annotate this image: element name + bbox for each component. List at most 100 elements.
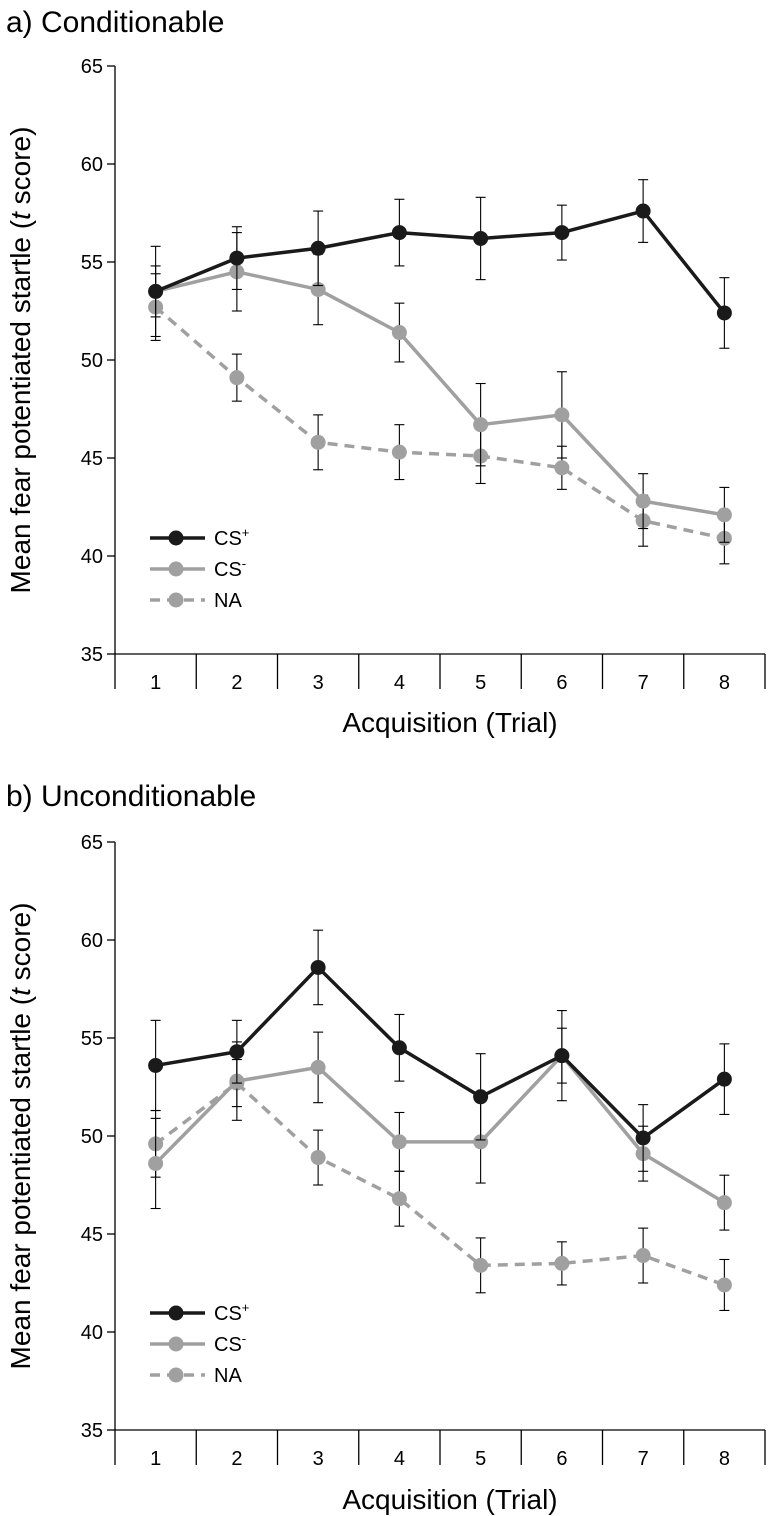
legend-marker <box>168 592 184 608</box>
data-point <box>635 493 651 509</box>
x-tick-label: 3 <box>313 1448 324 1470</box>
data-point <box>635 1130 651 1146</box>
series-line <box>154 1081 725 1287</box>
y-tick-label: 65 <box>81 832 103 854</box>
data-point <box>310 1059 326 1075</box>
series-line <box>155 270 725 517</box>
series-cs-minus <box>148 1010 732 1231</box>
legend-marker <box>168 561 184 577</box>
data-point <box>229 250 245 266</box>
x-tick-label: 7 <box>638 1448 649 1470</box>
data-point <box>473 1134 489 1150</box>
x-tick-label: 2 <box>231 672 242 694</box>
data-point <box>391 1191 407 1207</box>
data-point <box>310 240 326 256</box>
legend-label: CS- <box>214 556 246 581</box>
data-point <box>716 1277 732 1293</box>
x-tick-label: 3 <box>313 672 324 694</box>
x-tick-label: 6 <box>556 672 567 694</box>
data-point <box>391 1040 407 1056</box>
x-tick-label: 2 <box>231 1448 242 1470</box>
data-point <box>635 1248 651 1264</box>
x-tick-label: 4 <box>394 672 405 694</box>
x-tick-label: 8 <box>719 1448 730 1470</box>
data-point <box>148 283 164 299</box>
y-tick-label: 55 <box>81 1028 103 1050</box>
y-tick-label: 65 <box>81 56 103 78</box>
x-tick-label: 6 <box>556 1448 567 1470</box>
data-point <box>310 434 326 450</box>
panel-title: b) Unconditionable <box>6 780 256 813</box>
data-point <box>716 1195 732 1211</box>
series-cs-minus <box>148 232 732 543</box>
legend-marker <box>168 1367 184 1383</box>
y-tick-label: 55 <box>81 252 103 274</box>
data-point <box>554 1255 570 1271</box>
series-line <box>154 305 725 541</box>
x-tick-label: 5 <box>475 1448 486 1470</box>
legend-marker <box>168 1336 184 1352</box>
data-point <box>473 1089 489 1105</box>
y-tick-label: 45 <box>81 1224 103 1246</box>
y-tick-label: 60 <box>81 930 103 952</box>
y-tick-label: 50 <box>81 1126 103 1148</box>
data-point <box>391 444 407 460</box>
data-point <box>716 1071 732 1087</box>
legend-marker <box>168 1305 184 1321</box>
y-axis-title: Mean fear potentiated startle (t score) <box>5 127 36 594</box>
y-tick-label: 35 <box>81 1420 103 1442</box>
series-line <box>155 965 726 1140</box>
x-tick-label: 8 <box>719 672 730 694</box>
data-point <box>473 417 489 433</box>
legend-label: CS- <box>214 1331 246 1356</box>
data-point <box>310 959 326 975</box>
data-point <box>554 460 570 476</box>
data-point <box>229 370 245 386</box>
legend-label: CS+ <box>214 1300 249 1325</box>
data-point <box>554 407 570 423</box>
x-tick-label: 4 <box>394 1448 405 1470</box>
series-na <box>148 273 732 565</box>
series-line <box>154 209 726 315</box>
x-tick-label: 7 <box>638 672 649 694</box>
x-tick-label: 1 <box>150 1448 161 1470</box>
data-point <box>473 230 489 246</box>
legend: CS+ CS- NA <box>150 525 249 612</box>
data-point <box>473 1257 489 1273</box>
legend-label: NA <box>214 1365 242 1387</box>
data-point <box>310 1150 326 1166</box>
y-tick-label: 60 <box>81 154 103 176</box>
legend: CS+ CS- NA <box>150 1300 249 1387</box>
data-point <box>554 225 570 241</box>
x-tick-label: 5 <box>475 672 486 694</box>
data-point <box>148 1057 164 1073</box>
data-point <box>391 225 407 241</box>
legend-label: CS+ <box>214 525 249 550</box>
data-point <box>554 1048 570 1064</box>
y-axis-title: Mean fear potentiated startle (t score) <box>5 903 36 1370</box>
y-tick-label: 50 <box>81 350 103 372</box>
data-point <box>229 1044 245 1060</box>
y-tick-label: 45 <box>81 448 103 470</box>
x-axis-title: Acquisition (Trial) <box>342 1484 557 1515</box>
data-point <box>391 1134 407 1150</box>
legend-marker <box>168 530 184 546</box>
series-na <box>148 1059 732 1311</box>
legend-label: NA <box>214 590 242 612</box>
x-axis-title: Acquisition (Trial) <box>342 707 557 738</box>
y-tick-label: 40 <box>81 1322 103 1344</box>
x-tick-label: 1 <box>150 672 161 694</box>
data-point <box>635 203 651 219</box>
data-point <box>716 507 732 523</box>
panel-title: a) Conditionable <box>6 6 224 39</box>
series-line <box>154 1053 726 1205</box>
data-point <box>391 325 407 341</box>
series-cs-plus <box>148 929 732 1172</box>
series-cs-plus <box>148 179 732 349</box>
data-point <box>148 1155 164 1171</box>
y-tick-label: 40 <box>81 546 103 568</box>
data-point <box>716 305 732 321</box>
